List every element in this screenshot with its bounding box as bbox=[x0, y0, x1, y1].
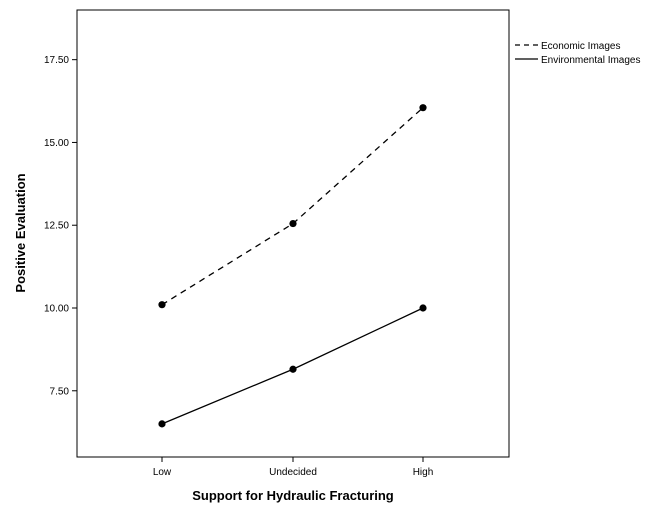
x-axis: Low Undecided High bbox=[153, 457, 433, 478]
series-layer bbox=[158, 104, 427, 428]
data-point-environmental-images bbox=[419, 304, 427, 312]
data-point-economic-images bbox=[289, 219, 297, 228]
y-tick-label: 7.50 bbox=[50, 386, 70, 397]
data-point-economic-images bbox=[158, 301, 166, 309]
y-tick-label: 10.00 bbox=[44, 304, 69, 315]
y-tick-label: 15.00 bbox=[44, 138, 69, 149]
data-point-economic-images bbox=[419, 104, 427, 112]
data-point-environmental-images bbox=[158, 420, 166, 428]
x-axis-title: Support for Hydraulic Fracturing bbox=[192, 488, 394, 503]
plot-frame bbox=[76, 9, 510, 458]
series-line-economic-images bbox=[161, 107, 424, 306]
data-point-environmental-images bbox=[289, 365, 297, 373]
legend-label-economic-images: Economic Images bbox=[541, 41, 620, 52]
x-tick-label: Undecided bbox=[269, 467, 317, 478]
x-tick-label: Low bbox=[153, 467, 172, 478]
y-tick-label: 17.50 bbox=[44, 55, 69, 66]
x-tick-label: High bbox=[413, 467, 434, 478]
legend: Economic Images Environmental Images bbox=[515, 41, 641, 66]
legend-label-environmental-images: Environmental Images bbox=[541, 55, 641, 66]
y-axis: 7.50 10.00 12.50 15.00 17.50 bbox=[44, 55, 77, 397]
y-tick-label: 12.50 bbox=[44, 221, 69, 232]
y-axis-title: Positive Evaluation bbox=[13, 173, 28, 292]
